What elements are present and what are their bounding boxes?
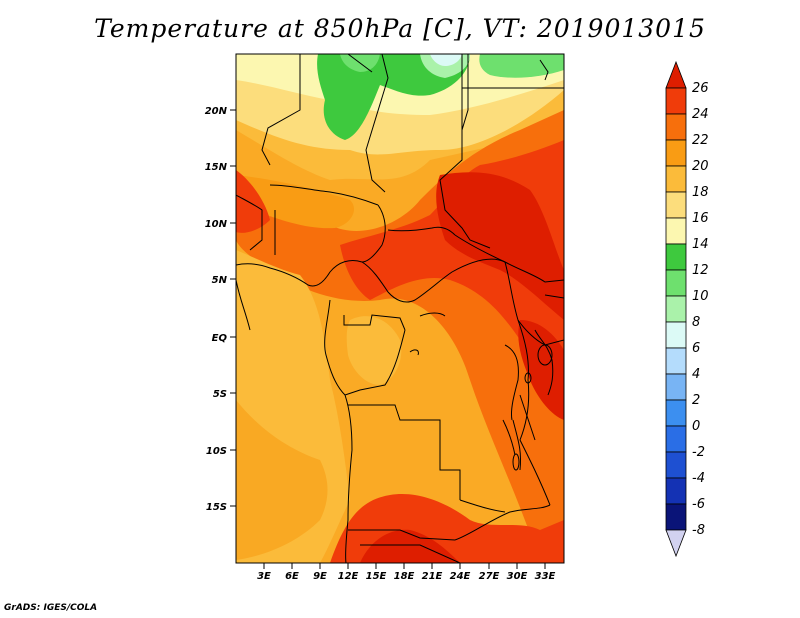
colorbar-lower-triangle <box>665 529 687 558</box>
colorbar-upper-triangle <box>665 60 687 89</box>
colorbar-segment <box>665 243 687 271</box>
colorbar <box>665 60 687 558</box>
lat-label: 5S <box>213 389 227 400</box>
colorbar-label: -2 <box>692 445 705 460</box>
chart-title: Temperature at 850hPa [C], VT: 201901301… <box>94 14 706 43</box>
lon-label: 21E <box>422 571 443 582</box>
colorbar-label: 2 <box>692 393 700 408</box>
colorbar-label: 20 <box>692 159 709 174</box>
lon-label: 3E <box>257 571 271 582</box>
colorbar-label: 12 <box>692 263 709 278</box>
colorbar-segment <box>665 503 687 531</box>
colorbar-label: -4 <box>692 471 705 486</box>
colorbar-label: 16 <box>692 211 709 226</box>
colorbar-segment <box>665 399 687 427</box>
lat-label: EQ <box>212 333 228 344</box>
colorbar-label: 4 <box>692 367 700 382</box>
colorbar-segment <box>665 373 687 401</box>
lat-ticks: 20N 15N 10N 5N EQ 5S 10S 15S <box>205 106 236 513</box>
colorbar-segment <box>665 139 687 167</box>
colorbar-segment <box>665 191 687 219</box>
grads-credit: GrADS: IGES/COLA <box>4 603 98 613</box>
colorbar-segment <box>665 477 687 505</box>
colorbar-label: 10 <box>692 289 709 304</box>
lon-label: 24E <box>450 571 471 582</box>
lon-label: 6E <box>285 571 299 582</box>
country-boundaries <box>236 54 564 563</box>
colorbar-label: -8 <box>692 523 705 538</box>
colorbar-label: 14 <box>692 237 709 252</box>
colorbar-segment <box>665 321 687 349</box>
colorbar-segment <box>665 295 687 323</box>
lat-label: 10S <box>206 446 227 457</box>
lat-label: 10N <box>205 219 228 230</box>
colorbar-segment <box>665 113 687 141</box>
lon-label: 33E <box>535 571 556 582</box>
colorbar-segment <box>665 269 687 297</box>
lon-label: 9E <box>313 571 327 582</box>
lon-label: 12E <box>338 571 359 582</box>
colorbar-label: 18 <box>692 185 709 200</box>
colorbar-label: 8 <box>692 315 700 330</box>
colorbar-segment <box>665 347 687 375</box>
lat-label: 20N <box>205 106 228 117</box>
colorbar-segment <box>665 165 687 193</box>
lon-label: 15E <box>366 571 387 582</box>
map-frame <box>235 53 565 564</box>
lat-label: 5N <box>212 275 228 286</box>
colorbar-label: 0 <box>692 419 700 434</box>
colorbar-label: 24 <box>692 107 709 122</box>
colorbar-segment <box>665 217 687 245</box>
colorbar-labels: 26 24 22 20 18 16 14 12 10 8 6 4 2 0 -2 … <box>692 81 709 538</box>
colorbar-segment <box>665 451 687 479</box>
colorbar-label: 6 <box>692 341 700 356</box>
lon-label: 18E <box>394 571 415 582</box>
colorbar-label: 22 <box>692 133 709 148</box>
lon-ticks: 3E 6E 9E 12E 15E 18E 21E 24E 27E 30E 33E <box>257 563 556 582</box>
temperature-field <box>236 54 564 563</box>
lon-label: 27E <box>479 571 500 582</box>
colorbar-label: 26 <box>692 81 709 96</box>
colorbar-label: -6 <box>692 497 705 512</box>
lat-label: 15N <box>205 162 228 173</box>
lat-label: 15S <box>206 502 227 513</box>
colorbar-segment <box>665 425 687 453</box>
lon-label: 30E <box>507 571 528 582</box>
colorbar-segment <box>665 87 687 115</box>
